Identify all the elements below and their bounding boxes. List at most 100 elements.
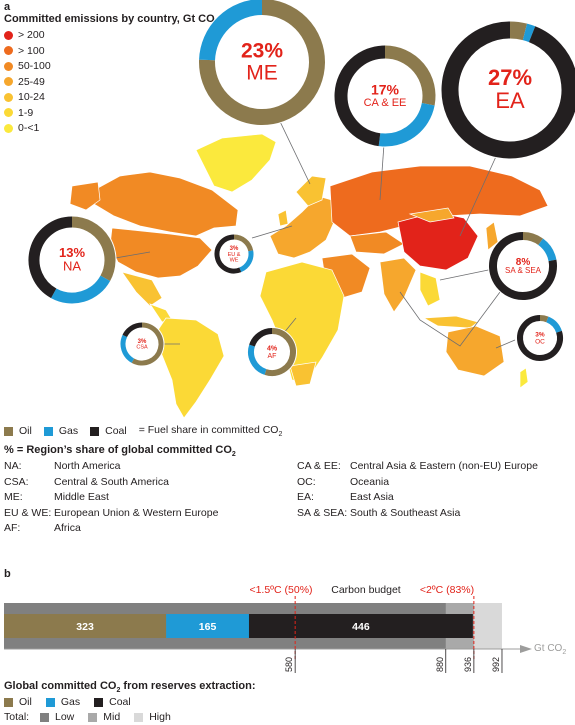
donut-segment-coal <box>122 322 143 338</box>
donut-segment-coal <box>441 21 575 159</box>
emissions-legend-item: 25-49 <box>4 76 45 88</box>
abbr-name: Africa <box>54 522 81 534</box>
high-label: High <box>149 711 171 723</box>
donut-segment-gas <box>199 0 263 61</box>
emissions-legend-item: 1-9 <box>4 107 33 119</box>
emissions-legend-dot <box>4 30 13 40</box>
b-oil-label: Oil <box>19 696 32 708</box>
b-coal-swatch <box>94 697 104 707</box>
donut-segment-gas <box>522 23 536 43</box>
donut-segment-gas <box>538 238 557 262</box>
donut-segment-oil <box>384 45 436 106</box>
donut-percent: 27% <box>488 65 532 90</box>
abbr-code: EU & WE: <box>4 506 52 519</box>
region-donut: 4%AF <box>247 327 297 377</box>
abbr-code: EA: <box>297 491 314 503</box>
donut-region-code: AF <box>268 353 277 360</box>
high-swatch <box>134 712 144 722</box>
fuel-share-note: = Fuel share in committed CO2 <box>138 424 283 439</box>
mongolia <box>408 207 455 223</box>
total-label: Total: <box>4 711 30 723</box>
donut-segment-coal <box>489 232 557 300</box>
abbr-code: NA: <box>4 460 22 472</box>
donut-region-code: WE <box>230 258 239 264</box>
region-donut: 27%EA <box>440 20 575 160</box>
budget-15-label: <1.5ºC (50%) <box>249 584 312 596</box>
donut-segment-gas <box>120 334 135 363</box>
fuel-bar-value: 446 <box>352 621 370 633</box>
donut-percent: 3% <box>138 339 147 345</box>
kazakhstan <box>349 231 405 255</box>
donut-percent: 4% <box>267 345 278 352</box>
donut-percent: 8% <box>516 257 531 268</box>
donut-segment-coal <box>334 45 386 147</box>
region-donut: 8%SA & SEA <box>488 231 558 301</box>
abbr-name: Middle East <box>54 491 109 503</box>
emissions-legend-dot <box>4 123 13 133</box>
europe <box>269 195 335 259</box>
donut-segment-oil <box>131 322 164 366</box>
donut-percent: 3% <box>230 246 239 252</box>
emissions-legend-item: 0-<1 <box>4 122 39 134</box>
donut-segment-coal <box>28 216 73 299</box>
abbr-name: European Union & Western Europe <box>54 506 219 519</box>
fuel-bar-gas <box>166 614 249 638</box>
b-coal-label: Coal <box>109 696 131 708</box>
donut-segment-oil <box>264 328 296 376</box>
indonesia <box>422 315 479 329</box>
donut-segment-gas <box>546 316 562 333</box>
region-donut: 3%OC <box>516 314 564 362</box>
emissions-legend-label: 50-100 <box>18 60 51 72</box>
abbr-code: OC: <box>297 475 316 488</box>
donut-segment-oil <box>71 216 116 281</box>
canada <box>93 171 239 237</box>
donut-background <box>247 327 297 377</box>
donut-background <box>198 0 326 126</box>
emissions-legend-label: > 200 <box>18 29 45 41</box>
gas-label: Gas <box>58 425 79 438</box>
abbr-name: East Asia <box>350 491 394 503</box>
region-donut: 3%EU &WE <box>213 233 255 275</box>
donut-segment-gas <box>239 250 254 273</box>
emissions-legend-dot <box>4 92 13 102</box>
budget-2-label: <2ºC (83%) <box>420 584 474 596</box>
coal-swatch <box>90 426 100 436</box>
scandinavia <box>295 175 327 207</box>
donut-percent: 3% <box>535 332 545 339</box>
low-label: Low <box>55 711 75 723</box>
reserves-fuel-legend: Oil Gas Coal <box>4 696 131 708</box>
donut-region-code: EA <box>495 88 525 113</box>
donut-region-code: CSA <box>136 345 148 351</box>
greenland <box>195 133 277 193</box>
low-swatch <box>40 712 49 722</box>
donut-region-code: OC <box>535 338 545 345</box>
emissions-legend-label: 25-49 <box>18 75 45 88</box>
india <box>379 257 417 313</box>
panel-b-letter: b <box>4 568 11 580</box>
fuel-share-legend: Oil Gas Coal = Fuel share in committed C… <box>4 424 282 438</box>
reserves-legend-title: Global committed CO2 from reserves extra… <box>4 680 256 695</box>
donut-segment-oil <box>199 0 325 125</box>
donut-region-code: SA & SEA <box>505 266 542 275</box>
donut-percent: 13% <box>59 245 85 260</box>
emissions-legend-dot <box>4 46 13 55</box>
donut-segment-gas <box>248 344 267 375</box>
budget-bars: 323 165 446 580 880 936 992 <box>4 596 532 673</box>
donut-background <box>333 44 437 148</box>
donut-region-code: EU & <box>228 252 241 258</box>
abbr-code: SA & SEA: <box>297 506 348 519</box>
emissions-legend-label: > 100 <box>18 44 45 57</box>
region-donut: 23%ME <box>198 0 326 126</box>
donut-segment-oil <box>522 232 543 246</box>
b-gas-label: Gas <box>60 696 81 708</box>
oil-swatch <box>4 426 13 436</box>
abbr-name: Central Asia & Eastern (non-EU) Europe <box>350 460 538 472</box>
donut-segment-oil <box>539 315 549 323</box>
abbr-code: CA & EE: <box>297 460 341 472</box>
abbr-code: CSA: <box>4 475 29 488</box>
emissions-legend-item: > 200 <box>4 29 45 41</box>
reserves-total-legend: Total: Low Mid High <box>4 711 171 723</box>
donut-region-code: NA <box>63 259 81 274</box>
donut-percent: 23% <box>241 39 283 62</box>
gas-swatch <box>43 426 53 436</box>
